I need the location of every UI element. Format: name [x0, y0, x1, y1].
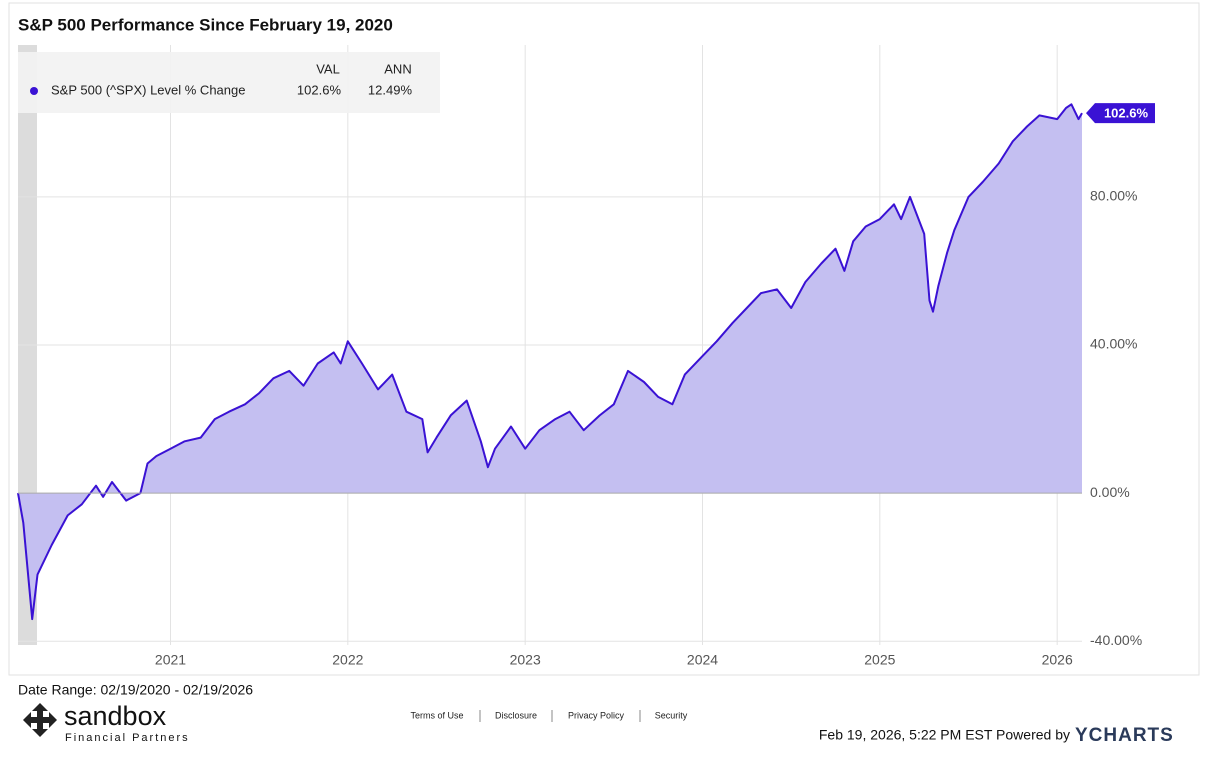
legend-value: 102.6% [297, 82, 342, 97]
y-tick-label: 0.00% [1090, 484, 1130, 500]
logo: sandbox Financial Partners [23, 701, 190, 744]
legend-header: ANN [384, 61, 411, 76]
logo-text: sandbox [64, 701, 167, 731]
x-tick-label: 2022 [332, 652, 363, 668]
footer-link[interactable]: Privacy Policy [568, 710, 625, 720]
logo-icon [23, 703, 57, 737]
footer-link[interactable]: Disclosure [495, 710, 537, 720]
footer-link[interactable]: Security [655, 710, 688, 720]
end-label: 102.6% [1104, 106, 1149, 121]
logo-subtext: Financial Partners [65, 732, 190, 744]
brand: YCHARTS [1075, 725, 1174, 746]
line [17, 103, 1083, 621]
plot: -40.00% 0.00% 40.00% 80.00% 2021 2022 2023 2024… [17, 45, 1155, 668]
legend-value: 12.49% [368, 82, 413, 97]
x-tick-label: 2025 [864, 652, 895, 668]
legend-box [18, 52, 440, 113]
x-tick-label: 2023 [510, 652, 541, 668]
chart-frame [8, 2, 1200, 676]
x-tick-label: 2026 [1042, 652, 1073, 668]
date-range: Date Range: 02/19/2020 - 02/19/2026 [18, 682, 253, 698]
chart-title: S&P 500 Performance Since February 19, 2… [18, 15, 393, 34]
end-badge [1086, 103, 1155, 124]
footer-link[interactable]: Terms of Use [410, 710, 463, 720]
legend-header: VAL [316, 61, 340, 76]
x-tick-label: 2024 [687, 652, 718, 668]
legend-label: S&P 500 (^SPX) Level % Change [51, 82, 245, 97]
y-tick-label: 80.00% [1090, 188, 1137, 204]
y-tick-label: -40.00% [1090, 632, 1142, 648]
timestamp: Feb 19, 2026, 5:22 PM EST Powered by [819, 727, 1070, 743]
x-tick-label: 2021 [155, 652, 186, 668]
legend-marker [30, 87, 38, 95]
area [18, 104, 1082, 620]
y-tick-label: 40.00% [1090, 336, 1137, 352]
